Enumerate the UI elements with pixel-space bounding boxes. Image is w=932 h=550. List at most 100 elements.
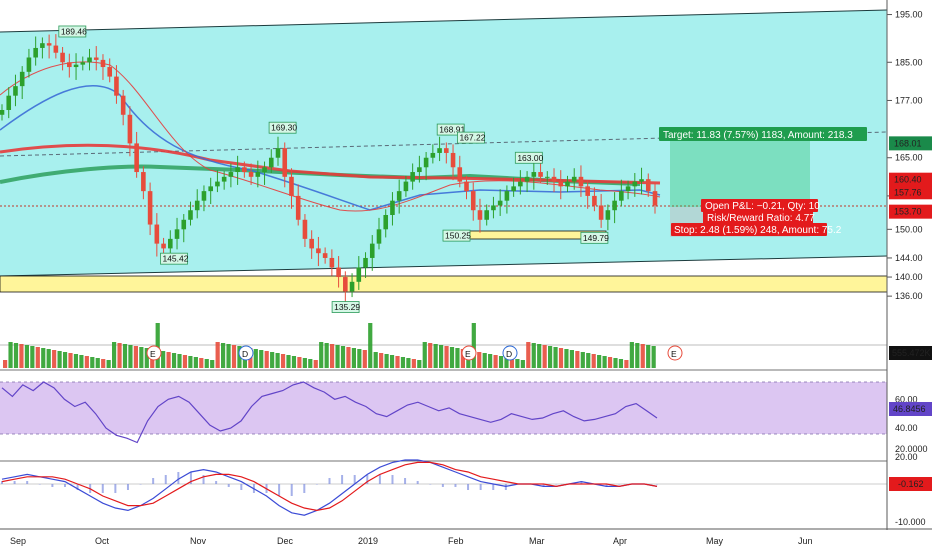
candle-body <box>228 172 234 177</box>
macd-hist-bar <box>328 478 331 484</box>
volume-bar <box>286 355 291 368</box>
candle-body <box>639 179 644 182</box>
volume-bar <box>112 342 117 368</box>
candle-body <box>114 76 119 96</box>
candle-body <box>410 172 415 182</box>
volume-bar <box>586 353 591 368</box>
y-tick-label: 140.00 <box>895 272 923 282</box>
candle-body <box>188 210 193 220</box>
volume-bar <box>231 345 237 368</box>
volume-bar <box>564 349 569 368</box>
candle-body <box>26 57 32 72</box>
peak-label: 163.00 <box>517 153 543 163</box>
macd-hist-bar <box>341 475 344 484</box>
candle-body <box>235 167 240 173</box>
earnings-marker: E <box>671 349 677 359</box>
volume-bar <box>607 357 613 368</box>
volume-bar <box>13 343 19 368</box>
peak-label-box <box>160 252 188 265</box>
volume-bar <box>335 345 340 368</box>
moving-averages <box>0 61 661 212</box>
peak-label: 149.79 <box>583 233 609 243</box>
macd-hist-bar <box>416 481 419 484</box>
candle-body <box>154 224 160 244</box>
volume-bar <box>406 358 411 368</box>
macd-hist-bar <box>555 484 558 485</box>
volume-bar <box>182 355 188 368</box>
volume-bar <box>417 360 422 368</box>
target-text: Target: 11.83 (7.57%) 1183, Amount: 218.… <box>663 130 853 141</box>
volume-bar <box>302 358 307 368</box>
volume-bar <box>204 359 209 368</box>
candle-body <box>544 176 550 178</box>
volume-bar <box>520 360 525 368</box>
candle-body <box>53 45 59 53</box>
peak-label-box <box>436 123 465 136</box>
time-axis[interactable]: Sep Oct Nov Dec 2019 Feb Mar Apr May Jun <box>10 536 813 546</box>
volume-bar <box>237 346 242 368</box>
candle-body <box>444 148 449 153</box>
candle-body <box>107 67 113 77</box>
candle-body <box>309 238 314 249</box>
open-pl-text: Open P&L: −0.21, Qty: 10 <box>705 201 820 212</box>
macd-hist-bar <box>391 475 394 484</box>
candle-body <box>134 143 139 173</box>
candle-body <box>268 157 274 168</box>
candle-body <box>73 64 79 68</box>
volume-bar <box>199 358 204 368</box>
macd-hist-bar <box>13 481 16 484</box>
macd-hist-bar <box>164 475 167 484</box>
candle-body <box>369 243 375 258</box>
volume-bar <box>455 348 460 368</box>
macd-hist-bar <box>353 475 356 484</box>
price-tag <box>889 136 932 151</box>
candle-body <box>632 181 638 187</box>
volume-bar <box>41 348 46 368</box>
candle-body <box>477 210 483 220</box>
candle-body <box>625 186 631 192</box>
x-tick-label: Jun <box>798 536 813 546</box>
volume-bar <box>395 356 400 368</box>
volume-bar <box>569 350 574 368</box>
volume-bar <box>330 344 335 368</box>
volume-bar <box>651 346 656 368</box>
macd-hist-bar <box>101 484 104 493</box>
candle-body <box>275 148 281 158</box>
x-tick-label: Apr <box>613 536 627 546</box>
volume-bar <box>144 348 149 368</box>
macd-tick-label: -10.000 <box>895 517 926 527</box>
candle-body <box>652 191 658 206</box>
volume-bar <box>493 355 498 368</box>
volume-bar <box>411 359 416 368</box>
volume-bar <box>166 352 171 368</box>
dividend-marker: D <box>506 349 512 359</box>
candle-body <box>450 152 456 168</box>
volume-bar <box>177 354 182 368</box>
macd-hist-bar <box>618 484 621 485</box>
y-tick-label: 144.00 <box>895 253 923 263</box>
x-tick-label: Nov <box>190 536 207 546</box>
volume-bar <box>580 352 585 368</box>
candle-body <box>120 95 126 115</box>
volume-bar <box>340 346 346 368</box>
candle-body <box>396 191 402 201</box>
volume-bar <box>133 346 138 368</box>
price-tag <box>889 172 932 187</box>
price-tags: 168.01 160.40 157.76 153.70 <box>889 136 932 219</box>
volume-bar <box>526 342 531 368</box>
macd-hist-bar <box>303 484 306 493</box>
volume-panel: E D E D E 555.472K <box>0 323 932 368</box>
macd-hist-bar <box>114 484 117 493</box>
macd-hist-bar <box>467 484 470 490</box>
volume-bar <box>515 359 520 368</box>
candle-body <box>80 62 86 65</box>
peak-label-box <box>580 231 609 244</box>
peak-label: 189.46 <box>61 26 87 36</box>
candle-body <box>13 86 18 96</box>
rsi-tick-label: 40.00 <box>895 423 918 433</box>
volume-bar <box>553 347 558 368</box>
x-tick-label: Mar <box>529 536 545 546</box>
macd-hist-bar <box>441 484 444 487</box>
candle-body <box>497 200 503 206</box>
